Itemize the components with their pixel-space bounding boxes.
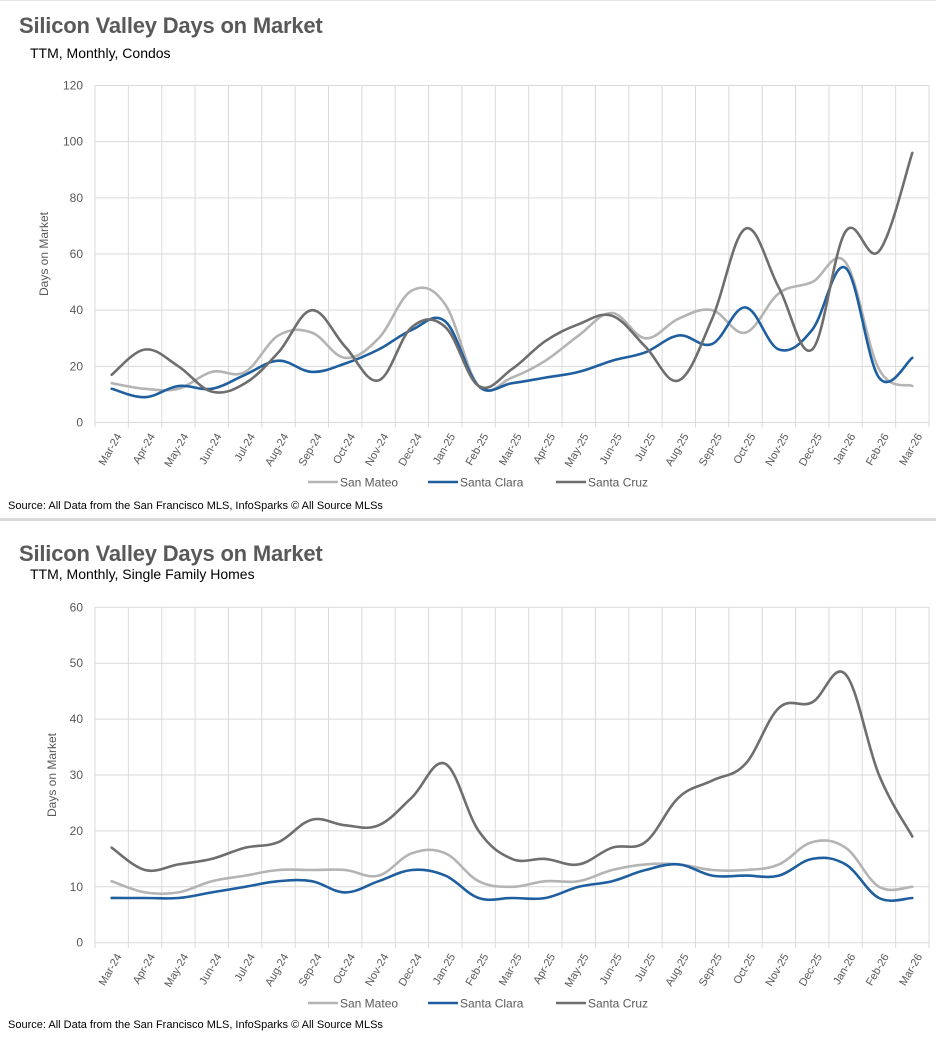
y-axis-title: Days on Market <box>45 732 59 817</box>
x-tick-label: Mar-25 <box>497 432 525 468</box>
x-tick-label: Nov-25 <box>764 432 792 469</box>
source-note: Source: All Data from the San Francisco … <box>8 1019 383 1031</box>
x-tick-label: Oct-25 <box>731 432 758 467</box>
x-tick-label: Oct-25 <box>731 952 758 987</box>
x-tick-label: Jan-26 <box>831 432 858 467</box>
x-tick-label: Apr-25 <box>531 432 558 467</box>
x-tick-label: Dec-25 <box>797 432 825 469</box>
y-tick-label: 10 <box>70 880 84 894</box>
x-tick-label: Nov-24 <box>363 432 391 469</box>
x-tick-label: Mar-26 <box>897 952 925 988</box>
x-tick-label: May-24 <box>163 952 192 990</box>
x-tick-label: Sep-25 <box>697 952 725 989</box>
y-tick-label: 20 <box>70 359 84 373</box>
legend-label: San Mateo <box>340 997 398 1011</box>
x-tick-label: Feb-25 <box>464 952 492 988</box>
y-tick-label: 30 <box>70 768 84 782</box>
x-tick-label: Aug-24 <box>263 432 291 469</box>
x-tick-label: Dec-24 <box>397 952 425 989</box>
x-tick-label: Feb-26 <box>864 952 892 988</box>
single-family-line-chart: 0 10 20 30 40 50 60 Mar-24 Apr-24 May-24 Jun-24 Jul… <box>45 600 930 1011</box>
series-line-san-mateo <box>110 839 914 896</box>
x-tick-label: Aug-25 <box>664 952 692 989</box>
y-tick-label: 40 <box>70 712 84 726</box>
chart-subtitle: TTM, Monthly, Single Family Homes <box>30 566 255 582</box>
x-tick-label: May-24 <box>163 432 192 470</box>
x-tick-label: Jun-24 <box>197 952 224 987</box>
series-line-santa-cruz <box>110 151 914 394</box>
legend-label: Santa Cruz <box>588 997 648 1011</box>
x-tick-label: Jan-25 <box>431 432 458 467</box>
x-tick-label: Apr-24 <box>131 432 158 467</box>
legend-label: San Mateo <box>340 476 398 490</box>
y-tick-label: 60 <box>70 247 84 261</box>
x-tick-label: Dec-25 <box>797 952 825 989</box>
x-tick-label: Nov-25 <box>764 952 792 989</box>
chart-title: Silicon Valley Days on Market <box>19 13 323 38</box>
x-tick-label: Apr-25 <box>531 952 558 987</box>
source-note: Source: All Data from the San Francisco … <box>8 500 383 512</box>
y-tick-label: 60 <box>70 600 84 614</box>
series-line-santa-clara <box>110 265 914 399</box>
x-tick-label: Jan-26 <box>831 952 858 987</box>
x-tick-label: Feb-26 <box>864 432 892 468</box>
x-tick-label: Mar-26 <box>897 432 925 468</box>
x-tick-label: Jun-25 <box>598 432 625 467</box>
x-tick-label: Nov-24 <box>363 952 391 989</box>
x-tick-label: Mar-24 <box>97 432 125 468</box>
x-tick-label: Aug-24 <box>263 952 291 989</box>
x-tick-label: Jul-25 <box>633 952 658 984</box>
x-tick-label: May-25 <box>563 432 592 470</box>
condos-chart-panel: Silicon Valley Days on Market TTM, Month… <box>0 0 936 512</box>
legend-label: Santa Clara <box>460 476 524 490</box>
legend-label: Santa Clara <box>460 997 524 1011</box>
x-tick-label: Aug-25 <box>664 432 692 469</box>
x-tick-label: Jul-24 <box>233 952 258 984</box>
x-tick-label: Sep-24 <box>297 432 325 469</box>
chart-subtitle: TTM, Monthly, Condos <box>30 45 171 61</box>
x-tick-label: Sep-24 <box>297 952 325 989</box>
x-tick-label: Jul-25 <box>633 432 658 464</box>
sfh-chart-panel: Silicon Valley Days on Market TTM, Month… <box>0 520 936 1040</box>
x-tick-label: Oct-24 <box>331 952 358 987</box>
x-tick-label: Mar-25 <box>497 952 525 988</box>
y-tick-label: 0 <box>76 936 83 950</box>
x-tick-label: Mar-24 <box>97 952 125 988</box>
x-tick-label: Apr-24 <box>131 952 158 987</box>
series-line-santa-clara <box>110 856 914 902</box>
series-line-san-mateo <box>110 256 914 393</box>
y-tick-label: 50 <box>70 656 84 670</box>
legend-label: Santa Cruz <box>588 476 648 490</box>
x-tick-label: Jun-25 <box>598 952 625 987</box>
x-tick-label: May-25 <box>563 952 592 990</box>
y-tick-label: 80 <box>70 191 84 205</box>
y-tick-label: 120 <box>63 79 83 93</box>
x-tick-label: Jun-24 <box>197 432 224 467</box>
series-line-santa-cruz <box>110 670 914 873</box>
y-tick-label: 20 <box>70 824 84 838</box>
x-tick-label: Dec-24 <box>397 432 425 469</box>
y-tick-label: 100 <box>63 135 83 149</box>
x-tick-label: Jul-24 <box>233 432 258 464</box>
y-axis-title: Days on Market <box>37 211 51 296</box>
condos-line-chart: 0 20 40 60 80 100 120 Mar-24 Apr-24 May-24 Jun-24 J… <box>37 79 930 490</box>
x-tick-label: Sep-25 <box>697 432 725 469</box>
x-tick-label: Feb-25 <box>464 432 492 468</box>
chart-title: Silicon Valley Days on Market <box>19 541 323 566</box>
x-tick-label: Jan-25 <box>431 952 458 987</box>
x-tick-label: Oct-24 <box>331 432 358 467</box>
y-tick-label: 0 <box>76 416 83 430</box>
y-tick-label: 40 <box>70 303 84 317</box>
panel-divider <box>0 518 936 521</box>
